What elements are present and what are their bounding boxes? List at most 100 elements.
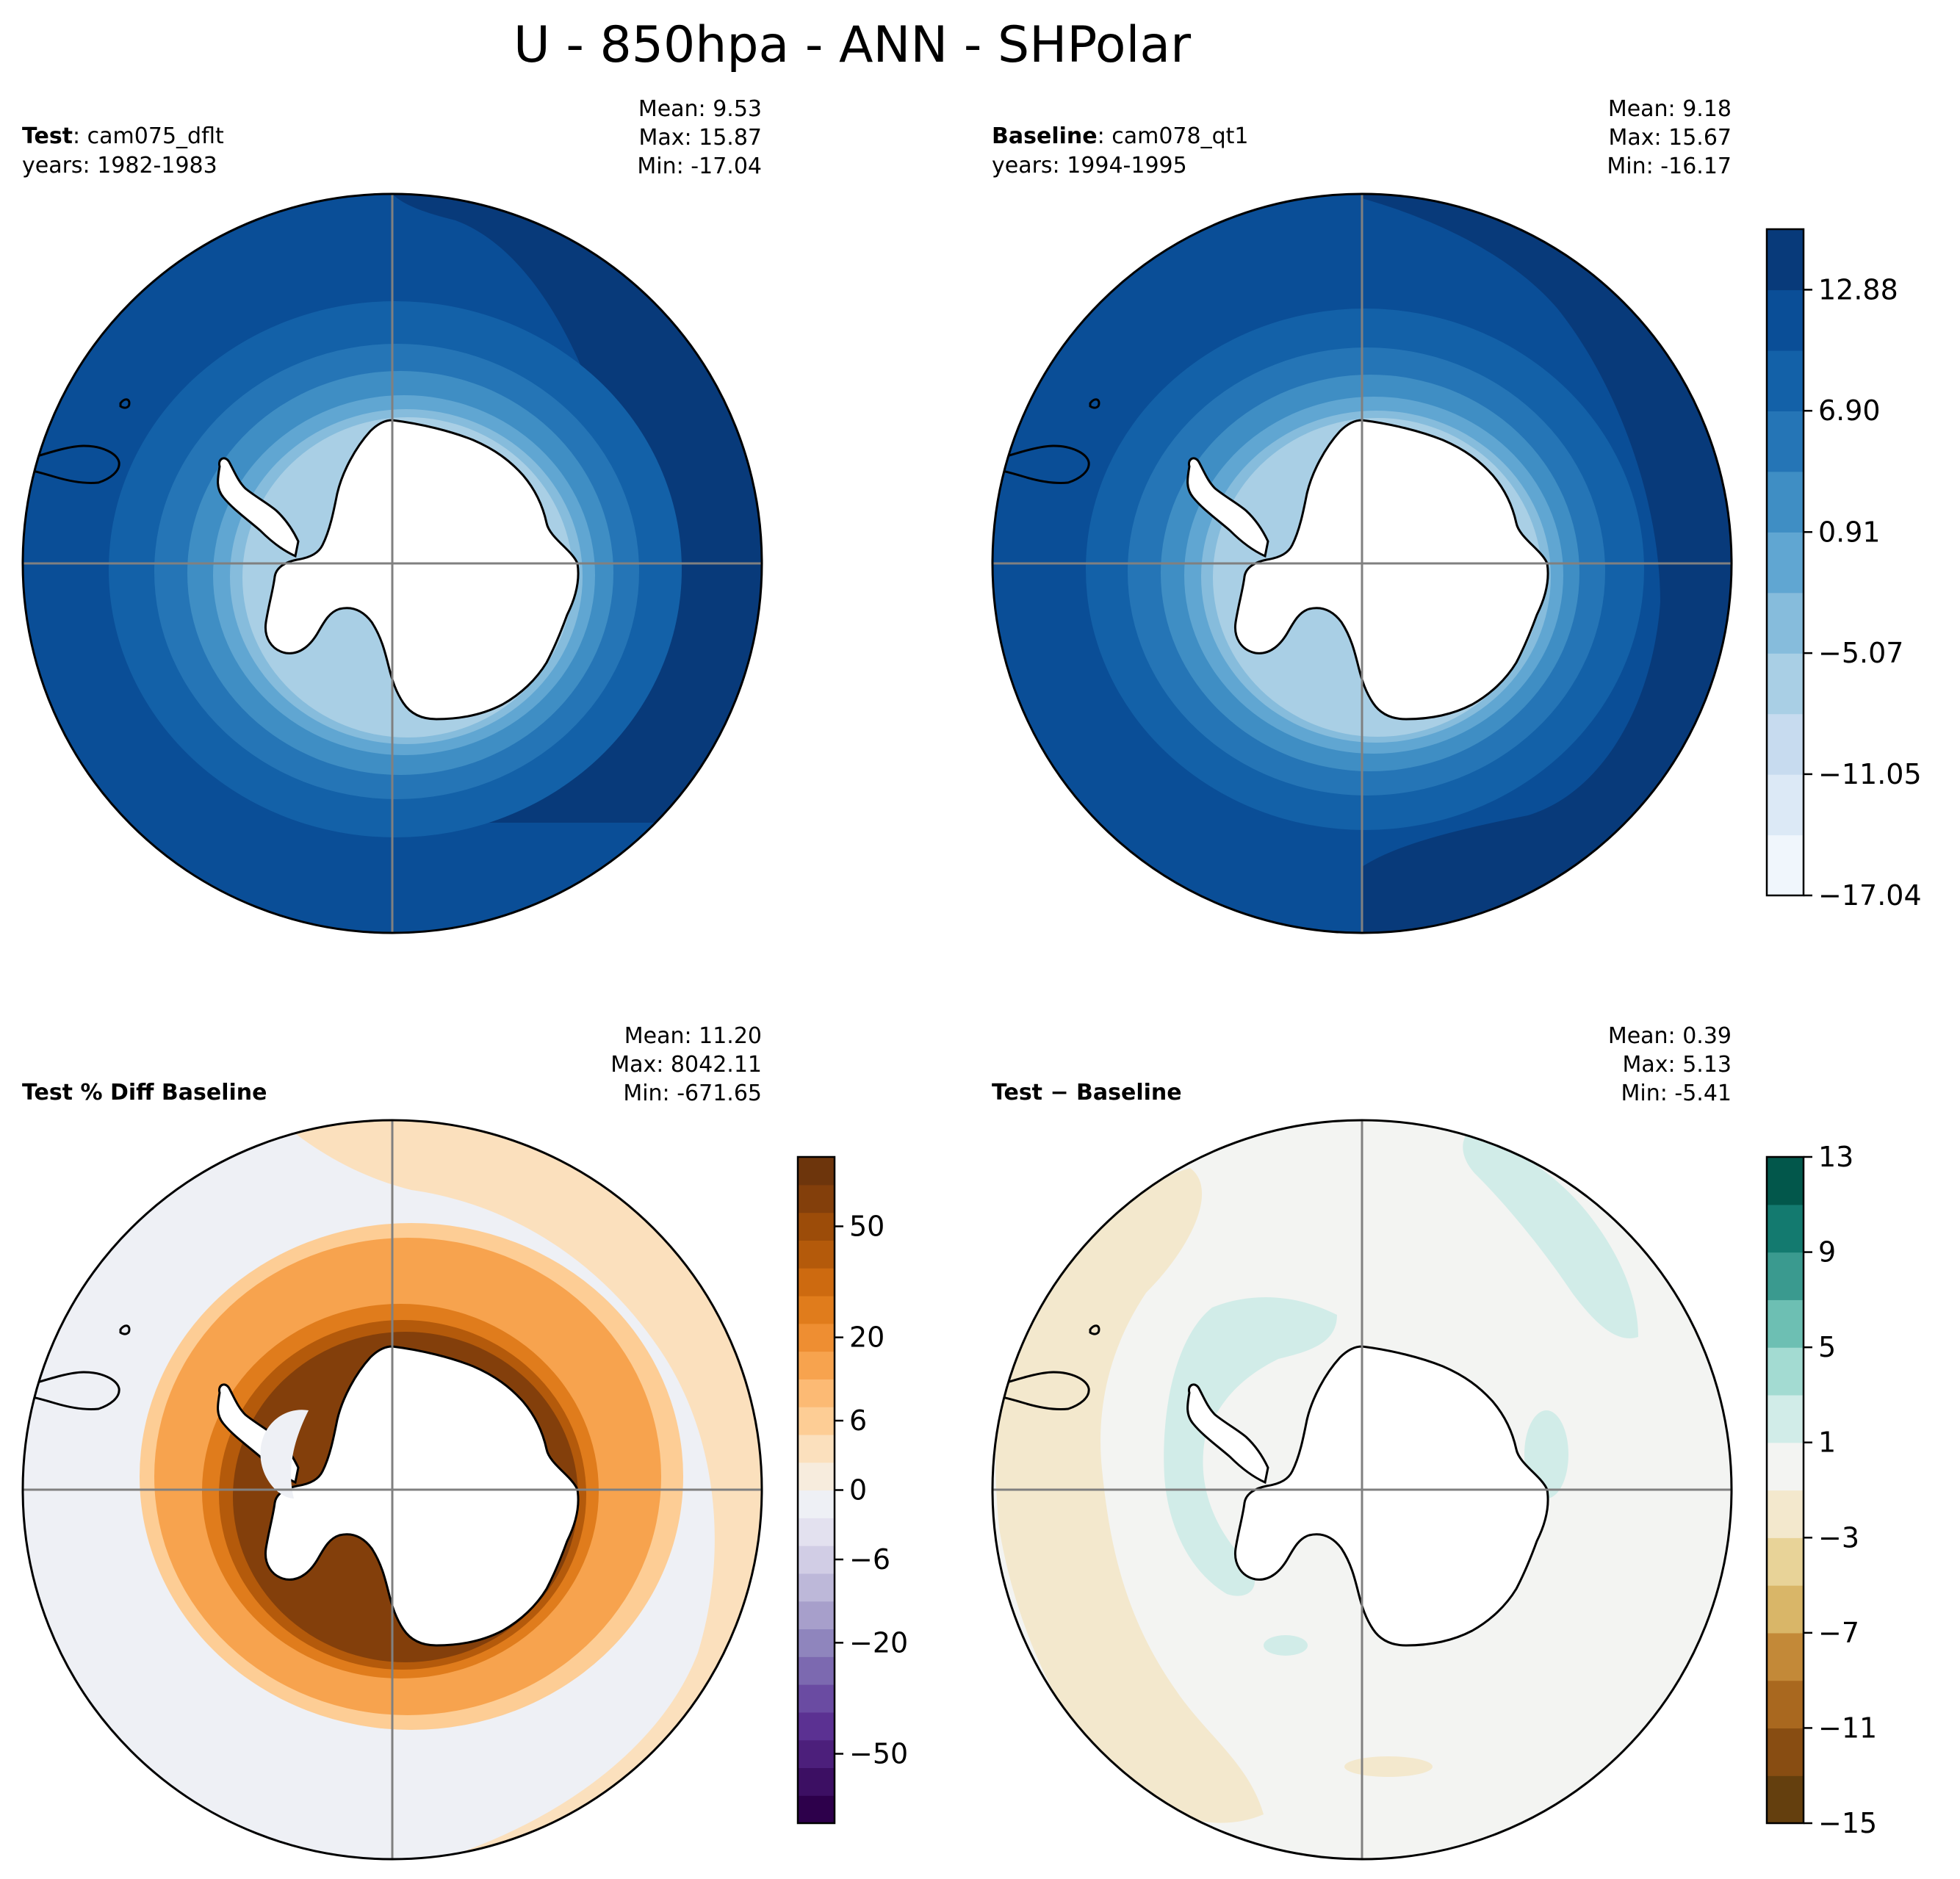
colorbar-top-swatch [1767, 229, 1804, 291]
colorbar-percent-diff-swatch [798, 1684, 835, 1713]
colorbar-difference-tick-label: −15 [1818, 1807, 1877, 1839]
diff-label-baseline: − Baseline [1042, 1080, 1182, 1106]
pctdiff-mean: Mean: 11.20 [624, 1023, 762, 1049]
colorbar-difference-tick-label: −7 [1818, 1617, 1859, 1649]
colorbar-percent-diff-swatch [798, 1240, 835, 1269]
colorbar-percent-diff-swatch [798, 1351, 835, 1380]
baseline-mean: Mean: 9.18 [1608, 96, 1732, 122]
colorbar-percent-diff-swatch [798, 1767, 835, 1796]
test-years: years: 1982-1983 [22, 153, 217, 178]
colorbar-percent-diff-swatch [798, 1739, 835, 1769]
colorbar-difference-swatch [1767, 1537, 1804, 1586]
diff-mean: Mean: 0.39 [1608, 1023, 1732, 1049]
colorbar-top: −17.04 −11.05 −5.07 0.91 6.90 12.88 [1765, 228, 1922, 912]
colorbar-percent-diff-swatch [798, 1323, 835, 1352]
colorbar-top-swatch [1767, 834, 1804, 896]
baseline-years: years: 1994-1995 [992, 153, 1187, 178]
colorbar-top-swatch [1767, 350, 1804, 411]
baseline-map [992, 194, 1732, 933]
colorbar-percent-diff: −50 −20 −6 0 6 20 50 [796, 1155, 908, 1825]
pctdiff-max: Max: 8042.11 [610, 1052, 762, 1078]
colorbar-percent-diff-swatch [798, 1712, 835, 1741]
panel-difference: Test − Baseline Mean: 0.39 Max: 5.13 Min… [991, 1023, 1733, 1861]
colorbar-top-swatch [1767, 289, 1804, 351]
colorbar-percent-diff-tick-label: 6 [849, 1404, 867, 1437]
colorbar-percent-diff-swatch [798, 1295, 835, 1324]
figure-title: U - 850hpa - ANN - SHPolar [514, 16, 1191, 74]
colorbar-difference-swatch [1767, 1632, 1804, 1681]
colorbar-percent-diff-swatch [798, 1407, 835, 1435]
pctdiff-min: Min: -671.65 [623, 1081, 762, 1106]
panel-percent-diff: Test % Diff Baseline Mean: 11.20 Max: 80… [21, 1023, 763, 1861]
test-min: Min: -17.04 [637, 154, 762, 179]
colorbar-top-tick-label: −5.07 [1818, 637, 1903, 669]
colorbar-percent-diff-tick-label: 50 [849, 1210, 884, 1242]
colorbar-difference-swatch [1767, 1442, 1804, 1491]
colorbar-difference-swatch [1767, 1204, 1804, 1253]
baseline-min: Min: -16.17 [1607, 154, 1732, 179]
baseline-max: Max: 15.67 [1608, 125, 1732, 151]
colorbar-percent-diff-swatch [798, 1184, 835, 1213]
colorbar-difference-frame [1765, 1155, 1805, 1825]
colorbar-difference-swatch [1767, 1394, 1804, 1443]
colorbar-percent-diff-swatch [798, 1379, 835, 1407]
colorbar-percent-diff-swatch [798, 1601, 835, 1630]
colorbar-top-tick-label: 6.90 [1818, 394, 1881, 427]
test-label-bold: Test [22, 123, 73, 149]
colorbar-percent-diff-swatch [798, 1629, 835, 1657]
colorbar-difference-swatch [1767, 1680, 1804, 1729]
diff-label: Test − Baseline [992, 1080, 1182, 1106]
colorbar-difference-swatch [1767, 1299, 1804, 1348]
colorbar-top-swatch [1767, 653, 1804, 715]
colorbar-percent-diff-swatch [798, 1157, 835, 1186]
colorbar-top-tick-label: 0.91 [1818, 516, 1881, 548]
diff-max: Max: 5.13 [1623, 1052, 1732, 1078]
colorbar-difference-swatch [1767, 1157, 1804, 1205]
colorbar-difference-tick-label: 9 [1818, 1236, 1836, 1269]
baseline-label-bold: Baseline [992, 123, 1098, 149]
panel-baseline: Baseline: cam078_qt1 years: 1994-1995 Me… [991, 96, 1733, 934]
colorbar-percent-diff-swatch [798, 1656, 835, 1685]
test-label: Test: cam075_dflt [22, 123, 224, 149]
test-label-case: : cam075_dflt [73, 123, 224, 149]
colorbar-percent-diff-swatch [798, 1795, 835, 1824]
colorbar-percent-diff-swatch [798, 1573, 835, 1602]
colorbar-top-swatch [1767, 774, 1804, 836]
colorbar-top-tick-label: −17.04 [1818, 879, 1922, 912]
colorbar-percent-diff-swatch [798, 1490, 835, 1518]
colorbar-difference-tick-label: 13 [1818, 1141, 1853, 1173]
colorbar-percent-diff-tick-label: −6 [849, 1543, 890, 1576]
colorbar-top-frame [1765, 228, 1805, 897]
colorbar-difference-swatch [1767, 1728, 1804, 1776]
colorbar-difference-tick-label: 5 [1818, 1331, 1836, 1363]
test-max: Max: 15.87 [638, 125, 762, 151]
baseline-label-case: : cam078_qt1 [1098, 123, 1249, 149]
colorbar-difference-tick-label: −3 [1818, 1521, 1859, 1554]
colorbar-difference-swatch [1767, 1252, 1804, 1300]
colorbar-percent-diff-tick-label: 20 [849, 1321, 884, 1354]
diff-label-test: Test [992, 1080, 1042, 1106]
colorbar-difference-swatch [1767, 1347, 1804, 1396]
colorbar-percent-diff-tick-label: −50 [849, 1738, 908, 1770]
colorbar-percent-diff-swatch [798, 1546, 835, 1574]
colorbar-percent-diff-swatch [798, 1268, 835, 1296]
diff-min: Min: -5.41 [1621, 1081, 1732, 1106]
baseline-label: Baseline: cam078_qt1 [992, 123, 1249, 149]
colorbar-percent-diff-swatch [798, 1518, 835, 1546]
colorbar-percent-diff-tick-label: −20 [849, 1626, 908, 1659]
colorbar-difference-swatch [1767, 1490, 1804, 1538]
colorbar-top-tick-label: −11.05 [1818, 758, 1922, 790]
colorbar-difference-swatch [1767, 1775, 1804, 1824]
colorbar-percent-diff-tick-label: 0 [849, 1474, 867, 1507]
colorbar-top-tick-label: 12.88 [1818, 273, 1898, 306]
test-mean: Mean: 9.53 [638, 96, 762, 122]
panel-test: Test: cam075_dflt years: 1982-1983 Mean:… [21, 96, 763, 934]
colorbar-top-swatch [1767, 532, 1804, 594]
colorbar-percent-diff-swatch [798, 1434, 835, 1463]
colorbar-difference-swatch [1767, 1585, 1804, 1634]
colorbar-difference-tick-label: −11 [1818, 1712, 1877, 1744]
colorbar-top-swatch [1767, 411, 1804, 472]
colorbar-percent-diff-swatch [798, 1462, 835, 1491]
colorbar-top-swatch [1767, 592, 1804, 654]
